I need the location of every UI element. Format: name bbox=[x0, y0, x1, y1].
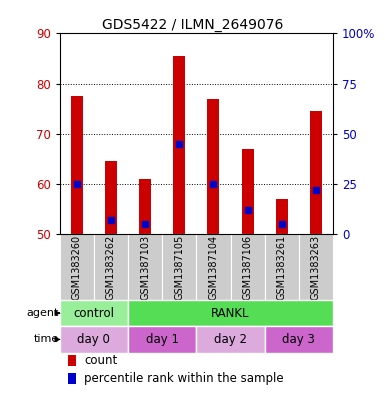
Bar bbox=[139, 179, 151, 234]
Bar bbox=[60, 326, 128, 353]
Bar bbox=[94, 234, 128, 300]
Bar bbox=[60, 300, 128, 326]
Bar bbox=[128, 326, 196, 353]
Text: GSM1387105: GSM1387105 bbox=[174, 234, 184, 299]
Bar bbox=[173, 56, 185, 234]
Bar bbox=[196, 326, 264, 353]
Bar bbox=[264, 234, 299, 300]
Bar bbox=[68, 355, 76, 366]
Text: day 0: day 0 bbox=[77, 333, 110, 346]
Text: GSM1383260: GSM1383260 bbox=[72, 235, 82, 299]
Text: GSM1387103: GSM1387103 bbox=[140, 235, 150, 299]
Bar bbox=[208, 99, 219, 234]
Bar bbox=[128, 300, 333, 326]
Bar bbox=[242, 149, 254, 234]
Text: GSM1387106: GSM1387106 bbox=[243, 235, 253, 299]
Bar bbox=[128, 234, 162, 300]
Bar bbox=[162, 234, 196, 300]
Text: count: count bbox=[84, 354, 117, 367]
Text: GDS5422 / ILMN_2649076: GDS5422 / ILMN_2649076 bbox=[102, 18, 283, 33]
Text: time: time bbox=[34, 334, 59, 344]
Bar bbox=[310, 111, 322, 234]
Text: day 3: day 3 bbox=[283, 333, 315, 346]
Bar bbox=[196, 234, 231, 300]
Text: GSM1387104: GSM1387104 bbox=[208, 235, 218, 299]
Bar bbox=[60, 234, 94, 300]
Text: day 2: day 2 bbox=[214, 333, 247, 346]
Text: control: control bbox=[74, 307, 114, 320]
Bar bbox=[71, 96, 83, 234]
Text: RANKL: RANKL bbox=[211, 307, 250, 320]
Text: GSM1383262: GSM1383262 bbox=[106, 234, 116, 299]
Bar bbox=[299, 234, 333, 300]
Text: GSM1383261: GSM1383261 bbox=[277, 235, 287, 299]
Text: GSM1383263: GSM1383263 bbox=[311, 235, 321, 299]
Text: agent: agent bbox=[27, 308, 59, 318]
Text: percentile rank within the sample: percentile rank within the sample bbox=[84, 372, 284, 385]
Bar bbox=[68, 373, 76, 384]
Text: day 1: day 1 bbox=[146, 333, 179, 346]
Bar bbox=[105, 162, 117, 234]
Bar bbox=[276, 199, 288, 234]
Bar bbox=[264, 326, 333, 353]
Bar bbox=[231, 234, 264, 300]
